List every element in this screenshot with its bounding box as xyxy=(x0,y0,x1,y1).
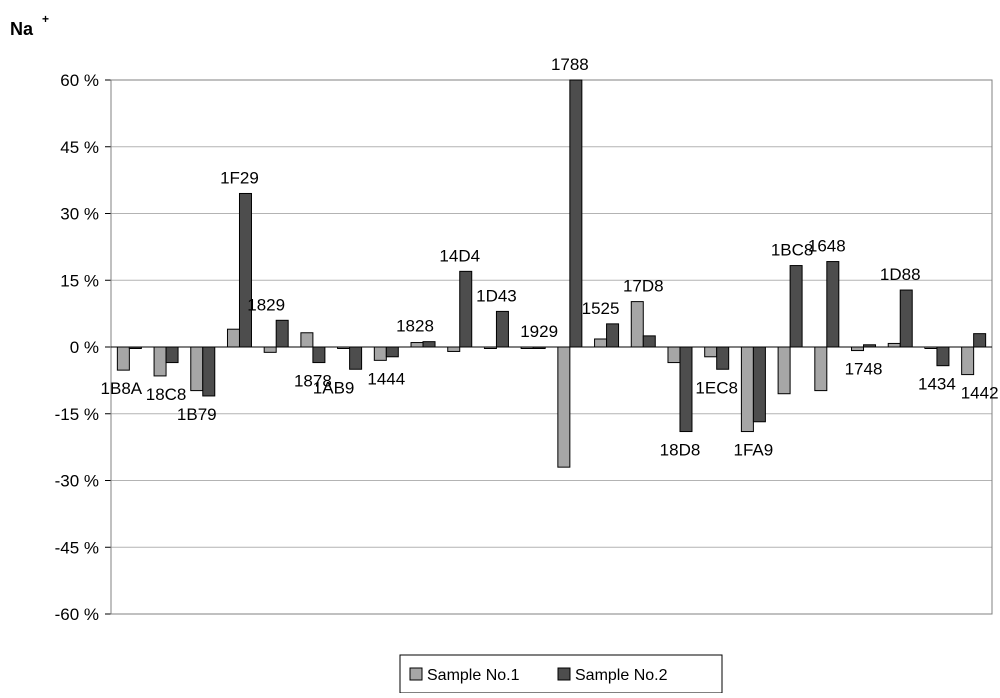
bar-sample-1 xyxy=(373,346,387,361)
bar-sample-2 xyxy=(202,346,216,397)
bar-sample-1 xyxy=(851,346,865,352)
bar-sample-2 xyxy=(422,341,436,348)
bar-sample-1 xyxy=(887,342,901,348)
bar-sample-1 xyxy=(190,346,204,392)
bar-sample-1 xyxy=(153,346,167,377)
category-label: 1BC8 xyxy=(771,241,814,260)
bar-sample-1 xyxy=(447,346,461,352)
category-label: 1829 xyxy=(247,295,285,314)
bar-sample-2 xyxy=(275,319,289,348)
chart-title-text: Na xyxy=(10,19,34,39)
bars xyxy=(116,79,987,468)
chart-title: Na + xyxy=(10,12,49,39)
category-label: 1442 xyxy=(961,384,999,403)
y-tick-label: 0 % xyxy=(70,338,99,357)
bar-sample-2 xyxy=(716,346,730,370)
bar-sample-2 xyxy=(312,346,326,364)
category-label: 18C8 xyxy=(146,385,187,404)
y-tick-label: 45 % xyxy=(60,138,99,157)
bar-sample-1 xyxy=(814,346,828,392)
bar-sample-2 xyxy=(752,346,766,423)
category-label: 1648 xyxy=(808,237,846,256)
category-label: 1788 xyxy=(551,55,589,74)
bar-sample-2 xyxy=(642,335,656,348)
legend-swatch xyxy=(409,667,423,681)
y-tick-label: -15 % xyxy=(55,405,99,424)
bar-sample-2 xyxy=(532,346,546,349)
bar-sample-2 xyxy=(863,344,877,348)
bar-sample-1 xyxy=(337,346,351,349)
category-label: 1929 xyxy=(520,322,558,341)
bar-sample-2 xyxy=(569,79,583,348)
bar-sample-1 xyxy=(630,301,644,348)
bar-sample-1 xyxy=(116,346,130,371)
legend-label: Sample No.2 xyxy=(575,667,668,684)
bar-sample-1 xyxy=(704,346,718,358)
y-tick-label: -45 % xyxy=(55,538,99,557)
y-tick-label: -60 % xyxy=(55,605,99,624)
bar-sample-2 xyxy=(385,346,399,358)
bar-sample-2 xyxy=(789,265,803,348)
bar-sample-2 xyxy=(606,323,620,348)
bar-sample-1 xyxy=(410,342,424,348)
legend-label: Sample No.1 xyxy=(427,667,520,684)
bar-sample-2 xyxy=(899,289,913,348)
category-label: 1D43 xyxy=(476,286,517,305)
bar-sample-1 xyxy=(300,332,314,348)
chart-title-superscript: + xyxy=(42,12,49,26)
legend: Sample No.1 Sample No.2 xyxy=(399,654,723,694)
category-label: 18D8 xyxy=(660,441,701,460)
bar-sample-2 xyxy=(349,346,363,370)
bar-sample-1 xyxy=(483,346,497,349)
bar-sample-1 xyxy=(594,338,608,348)
category-label: 1F29 xyxy=(220,168,259,187)
category-label: 1B79 xyxy=(177,405,217,424)
bar-sample-1 xyxy=(777,346,791,395)
bar-sample-1 xyxy=(263,346,277,353)
category-label: 17D8 xyxy=(623,277,664,296)
category-label: 1828 xyxy=(396,317,434,336)
category-label: 1FA9 xyxy=(734,441,774,460)
bar-sample-2 xyxy=(826,261,840,348)
category-label: 1525 xyxy=(582,299,620,318)
axes xyxy=(105,79,993,615)
category-label: 1B8A xyxy=(101,379,143,398)
category-label: 1EC8 xyxy=(695,378,738,397)
category-label: 1444 xyxy=(367,369,405,388)
category-label: 1434 xyxy=(918,375,956,394)
bar-sample-1 xyxy=(520,346,534,349)
bar-sample-1 xyxy=(557,346,571,468)
bar-sample-2 xyxy=(679,346,693,433)
bar-sample-1 xyxy=(226,328,240,348)
bar-sample-2 xyxy=(459,270,473,348)
category-label: 1878 xyxy=(294,372,332,391)
y-tick-label: 60 % xyxy=(60,71,99,90)
category-label: 1AB9 xyxy=(313,378,355,397)
y-tick-label: 15 % xyxy=(60,271,99,290)
bar-sample-2 xyxy=(238,192,252,348)
bar-sample-2 xyxy=(936,346,950,367)
legend-swatch xyxy=(557,667,571,681)
bar-sample-2 xyxy=(495,310,509,348)
bar-sample-1 xyxy=(740,346,754,433)
y-axis-tick-labels: 60 % 45 % 30 % 15 % 0 % -15 % -30 % -45 % -60 % xyxy=(55,71,99,624)
bar-sample-1 xyxy=(961,346,975,376)
bar-sample-2 xyxy=(973,333,987,348)
y-tick-label: 30 % xyxy=(60,205,99,224)
bar-sample-1 xyxy=(924,346,938,349)
y-tick-label: -30 % xyxy=(55,472,99,491)
category-label: 1D88 xyxy=(880,265,921,284)
bar-sample-1 xyxy=(667,346,681,364)
category-label: 14D4 xyxy=(439,246,480,265)
category-label: 1748 xyxy=(845,360,883,379)
bar-sample-2 xyxy=(165,346,179,364)
bar-sample-2 xyxy=(128,346,142,349)
